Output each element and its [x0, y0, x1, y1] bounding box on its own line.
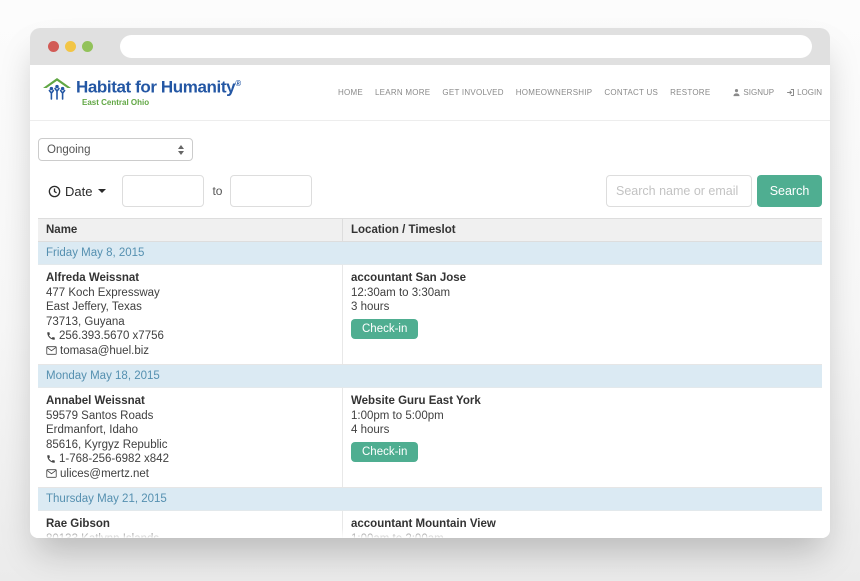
brand-region: East Central Ohio	[82, 97, 150, 107]
brand-text: Habitat for Humanity® East Central Ohio	[76, 75, 241, 107]
filter-row: Date to Search	[38, 175, 822, 207]
select-arrows-icon	[178, 144, 184, 155]
timeslot-time: 1:00am to 2:00am	[351, 532, 814, 539]
table-header-row: Name Location / Timeslot	[38, 218, 822, 242]
nav-item-contact-us[interactable]: CONTACT US	[604, 88, 659, 97]
column-header-name: Name	[38, 219, 343, 241]
volunteer-name: Rae Gibson	[46, 518, 110, 530]
volunteer-info-cell: Alfreda Weissnat 477 Koch Expressway East …	[38, 265, 343, 364]
clock-icon	[48, 185, 61, 197]
phone-icon	[47, 455, 55, 463]
habitat-house-icon	[42, 75, 72, 110]
timeslot-title: accountant Mountain View	[351, 518, 496, 530]
window-controls	[48, 41, 93, 52]
address-line: 73713, Guyana	[46, 315, 125, 328]
date-filter-dropdown[interactable]: Date	[48, 183, 107, 199]
check-in-button[interactable]: Check-in	[351, 318, 419, 339]
timeslot-title: accountant San Jose	[351, 272, 467, 284]
address-line: 85616, Kyrgyz Republic	[46, 438, 168, 451]
volunteer-phone: 256.393.5670 x7756	[46, 329, 334, 344]
date-range-separator: to	[212, 184, 223, 198]
address-bar[interactable]	[120, 35, 812, 58]
table-body: Friday May 8, 2015 Alfreda Weissnat 477 Ko…	[38, 242, 822, 538]
timeslot-title: Website Guru East York	[351, 395, 481, 407]
volunteer-row: Alfreda Weissnat 477 Koch Expressway East …	[38, 265, 822, 365]
date-filter-label: Date	[65, 183, 93, 199]
address-line: 477 Koch Expressway	[46, 286, 160, 299]
brand-logo[interactable]: Habitat for Humanity® East Central Ohio	[42, 75, 241, 110]
site-header: Habitat for Humanity® East Central Ohio …	[30, 65, 830, 121]
volunteer-info-cell: Annabel Weissnat 59579 Santos Roads Erdman…	[38, 388, 343, 487]
maximize-window-icon[interactable]	[82, 41, 93, 52]
phone-icon	[47, 332, 55, 340]
browser-chrome-bar	[30, 28, 830, 65]
timeslot-duration: 4 hours	[351, 424, 390, 436]
timeslot-time: 1:00pm to 5:00pm	[351, 409, 444, 422]
volunteer-row: Rae Gibson 80133 Katlynn Islands accountan…	[38, 511, 822, 538]
check-in-button[interactable]: Check-in	[351, 441, 419, 462]
timeslot-cell: accountant Mountain View 1:00am to 2:00am	[343, 511, 822, 538]
status-filter-select[interactable]: Ongoing	[38, 138, 193, 161]
search-input[interactable]	[606, 175, 752, 207]
address-line: East Jeffery, Texas	[46, 301, 142, 313]
nav-item-restore[interactable]: RESTORE	[670, 88, 711, 97]
address-line: 80133 Katlynn Islands	[46, 532, 334, 539]
nav-item-homeownership[interactable]: HOMEOWNERSHIP	[515, 88, 593, 97]
email-icon	[46, 346, 57, 355]
status-filter-value: Ongoing	[47, 143, 91, 156]
volunteer-table: Name Location / Timeslot Friday May 8, 2…	[38, 218, 822, 538]
search-button[interactable]: Search	[757, 175, 822, 207]
session-date-row: Thursday May 21, 2015	[38, 488, 822, 511]
nav-item-home[interactable]: HOME	[337, 88, 363, 97]
session-date-row: Monday May 18, 2015	[38, 365, 822, 388]
address-line: Erdmanfort, Idaho	[46, 424, 139, 436]
volunteer-email: tomasa@huel.biz	[46, 344, 334, 359]
signup-link[interactable]: SIGNUP	[732, 88, 774, 97]
address-line: 59579 Santos Roads	[46, 409, 154, 422]
date-to-input[interactable]	[230, 175, 313, 207]
login-label: LOGIN	[797, 88, 822, 97]
page-content: Ongoing Date to Search Name Location / T…	[30, 121, 830, 538]
minimize-window-icon[interactable]	[65, 41, 76, 52]
date-from-input[interactable]	[122, 175, 205, 207]
volunteer-phone: 1-768-256-6982 x842	[46, 452, 334, 467]
login-link[interactable]: LOGIN	[786, 88, 822, 97]
login-icon	[787, 89, 795, 96]
browser-window: Habitat for Humanity® East Central Ohio …	[30, 28, 830, 538]
column-header-location: Location / Timeslot	[351, 224, 456, 236]
timeslot-cell: accountant San Jose 12:30am to 3:30am 3 ho…	[343, 265, 822, 364]
timeslot-time: 12:30am to 3:30am	[351, 286, 451, 299]
close-window-icon[interactable]	[48, 41, 59, 52]
signup-label: SIGNUP	[743, 88, 775, 97]
session-date-row: Friday May 8, 2015	[38, 242, 822, 265]
volunteer-email: ulices@mertz.net	[46, 467, 334, 482]
main-nav: HOME LEARN MORE GET INVOLVED HOMEOWNERSHIP C…	[338, 88, 710, 97]
auth-links: SIGNUP LOGIN	[732, 88, 822, 97]
volunteer-row: Annabel Weissnat 59579 Santos Roads Erdman…	[38, 388, 822, 488]
nav-item-get-involved[interactable]: GET INVOLVED	[442, 88, 504, 97]
timeslot-cell: Website Guru East York 1:00pm to 5:00pm 4 …	[343, 388, 822, 487]
volunteer-info-cell: Rae Gibson 80133 Katlynn Islands	[38, 511, 343, 538]
volunteer-name: Annabel Weissnat	[46, 395, 145, 407]
email-icon	[46, 469, 57, 478]
nav-item-learn-more[interactable]: LEARN MORE	[374, 88, 431, 97]
caret-down-icon	[98, 189, 107, 193]
timeslot-duration: 3 hours	[351, 301, 390, 313]
brand-name: Habitat for Humanity®	[76, 77, 241, 97]
volunteer-name: Alfreda Weissnat	[46, 272, 140, 284]
trademark-symbol: ®	[235, 79, 241, 88]
person-icon	[733, 89, 740, 97]
